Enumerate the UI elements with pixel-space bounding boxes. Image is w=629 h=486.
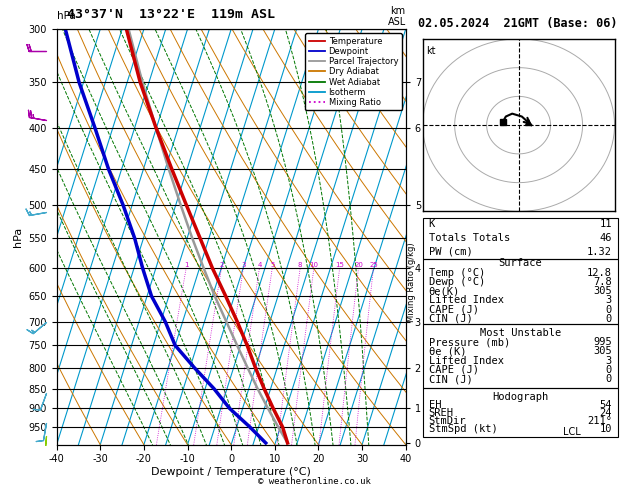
- Text: km
ASL: km ASL: [387, 6, 406, 27]
- Text: 1.32: 1.32: [587, 247, 612, 257]
- Text: Dewp (°C): Dewp (°C): [428, 277, 485, 287]
- Text: StmSpd (kt): StmSpd (kt): [428, 424, 498, 434]
- Text: 20: 20: [354, 262, 363, 268]
- Text: 4: 4: [257, 262, 262, 268]
- Text: CIN (J): CIN (J): [428, 374, 472, 384]
- Text: 02.05.2024  21GMT (Base: 06): 02.05.2024 21GMT (Base: 06): [418, 17, 618, 30]
- Text: K: K: [428, 220, 435, 229]
- Y-axis label: hPa: hPa: [13, 227, 23, 247]
- Text: 43°37'N  13°22'E  119m ASL: 43°37'N 13°22'E 119m ASL: [67, 8, 275, 21]
- Text: 1: 1: [184, 262, 188, 268]
- Text: 11: 11: [599, 220, 612, 229]
- Text: Pressure (mb): Pressure (mb): [428, 337, 509, 347]
- Text: 0: 0: [606, 305, 612, 314]
- Text: EH: EH: [428, 400, 441, 410]
- Text: 8: 8: [298, 262, 303, 268]
- Text: Lifted Index: Lifted Index: [428, 356, 504, 365]
- Text: © weatheronline.co.uk: © weatheronline.co.uk: [258, 477, 371, 486]
- Text: 305: 305: [593, 347, 612, 356]
- Text: θe (K): θe (K): [428, 347, 466, 356]
- Text: 12.8: 12.8: [587, 268, 612, 278]
- Text: PW (cm): PW (cm): [428, 247, 472, 257]
- Text: SREH: SREH: [428, 408, 454, 418]
- Text: 2: 2: [220, 262, 224, 268]
- Text: CAPE (J): CAPE (J): [428, 365, 479, 375]
- Text: 0: 0: [606, 365, 612, 375]
- Text: 10: 10: [309, 262, 318, 268]
- Text: Hodograph: Hodograph: [492, 392, 548, 401]
- Text: 211°: 211°: [587, 416, 612, 426]
- Text: Mixing Ratio (g/kg): Mixing Ratio (g/kg): [408, 242, 416, 322]
- Text: 7.8: 7.8: [593, 277, 612, 287]
- Text: Temp (°C): Temp (°C): [428, 268, 485, 278]
- Text: 3: 3: [241, 262, 245, 268]
- Text: LCL: LCL: [563, 427, 581, 437]
- Text: 3: 3: [606, 295, 612, 305]
- Text: kt: kt: [426, 46, 436, 56]
- Text: Totals Totals: Totals Totals: [428, 233, 509, 243]
- Text: 25: 25: [369, 262, 378, 268]
- Text: 10: 10: [599, 424, 612, 434]
- Bar: [423, 218, 618, 259]
- Text: CAPE (J): CAPE (J): [428, 305, 479, 314]
- Text: StmDir: StmDir: [428, 416, 466, 426]
- Text: 0: 0: [606, 374, 612, 384]
- Text: 5: 5: [270, 262, 274, 268]
- Bar: [423, 259, 618, 324]
- Text: CIN (J): CIN (J): [428, 314, 472, 324]
- Text: Surface: Surface: [498, 258, 542, 268]
- Text: θe(K): θe(K): [428, 286, 460, 296]
- Text: 24: 24: [599, 408, 612, 418]
- Legend: Temperature, Dewpoint, Parcel Trajectory, Dry Adiabat, Wet Adiabat, Isotherm, Mi: Temperature, Dewpoint, Parcel Trajectory…: [305, 34, 401, 110]
- Text: 305: 305: [593, 286, 612, 296]
- Text: 3: 3: [606, 356, 612, 365]
- X-axis label: Dewpoint / Temperature (°C): Dewpoint / Temperature (°C): [151, 467, 311, 477]
- Text: 54: 54: [599, 400, 612, 410]
- Text: Lifted Index: Lifted Index: [428, 295, 504, 305]
- Text: 995: 995: [593, 337, 612, 347]
- Bar: [423, 388, 618, 437]
- Bar: [423, 324, 618, 388]
- Text: Most Unstable: Most Unstable: [479, 328, 561, 338]
- Text: 46: 46: [599, 233, 612, 243]
- Text: 15: 15: [335, 262, 344, 268]
- Text: hPa: hPa: [57, 11, 75, 21]
- Text: 0: 0: [606, 314, 612, 324]
